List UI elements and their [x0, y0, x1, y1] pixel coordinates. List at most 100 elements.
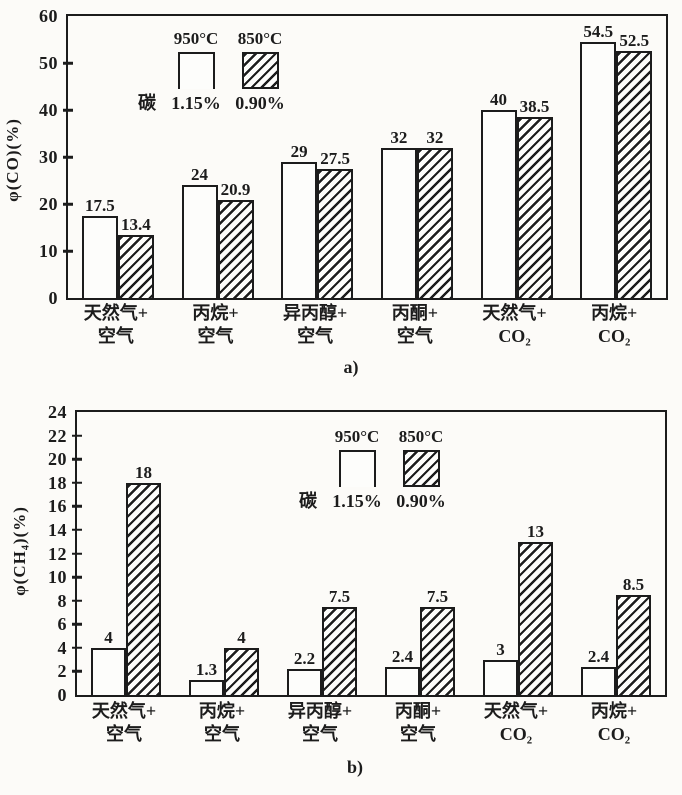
y-tick-mark: [72, 623, 82, 626]
bar-950°C: 40: [480, 16, 517, 298]
y-tick-label: 14: [48, 519, 67, 540]
bar: [181, 185, 218, 298]
y-tick-label: 50: [39, 53, 58, 73]
bar: [117, 235, 154, 298]
y-tick-mark: [63, 249, 73, 253]
bar-value-label: 32: [426, 127, 444, 147]
bar-850°C: 13: [518, 412, 553, 695]
y-tick-mark: [72, 552, 82, 555]
bar-value-label: 32: [390, 127, 408, 147]
x-category-line: 空气: [97, 326, 134, 347]
panel-caption-b: b): [346, 757, 363, 777]
x-category-line: CO₂: [597, 326, 631, 347]
x-category-line: 异丙醇+: [283, 303, 348, 323]
y-tick-mark: [63, 61, 73, 65]
bar-950°C: 24: [181, 16, 218, 298]
x-category-label: 异丙醇+ 空气: [271, 700, 369, 747]
bar: [480, 110, 517, 298]
legend-carbon-prefix: 碳: [138, 93, 156, 113]
bar-950°C: 1.3: [189, 412, 224, 695]
x-category-line: 空气: [204, 724, 240, 745]
legend-carbon-value: 1.15%: [171, 93, 221, 113]
bar-850°C: 18: [126, 412, 161, 695]
y-tick-mark: [72, 457, 82, 461]
bar-value-label: 8.5: [622, 574, 645, 594]
legend: 950°C 850°C 碳 1.15% 0.90%: [130, 30, 292, 112]
bar: [380, 147, 417, 298]
x-category-label: 丙烷+ 空气: [173, 700, 271, 747]
bar-950°C: 2.2: [287, 412, 322, 695]
plot-area: 0 10 20 30 40 50 60 17.5 13.4 24 20.9 29 27.5 32 32 40 3…: [39, 7, 668, 307]
x-category-line: 丙烷+: [590, 701, 638, 721]
bar-950°C: 17.5: [81, 16, 118, 298]
bar-value-label: 38.5: [519, 97, 550, 117]
y-tick-mark: [72, 528, 82, 532]
y-tick-label: 0: [57, 685, 67, 705]
x-category-label: 丙烷+ 空气: [166, 302, 266, 349]
bar-950°C: 4: [91, 412, 126, 695]
bar-value-label: 24: [191, 165, 208, 185]
y-tick-mark: [72, 505, 82, 508]
bar-group: 4 18: [77, 412, 175, 695]
bar-value-label: 2.4: [391, 646, 414, 666]
legend-temp-label: 950°C: [173, 29, 219, 48]
y-tick-mark: [72, 670, 82, 673]
bar-950°C: 2.4: [581, 412, 616, 695]
bar-value-label: 29: [290, 141, 308, 161]
bar-value-label: 2.2: [293, 649, 316, 669]
bar-group: 2.4 8.5: [567, 412, 665, 695]
plot-area: 0 2 4 6 8 10 12 14 16 18 20 22 24 4 18 1.3 4 2.2 7.5 2.4 7.5…: [48, 403, 667, 704]
panel-caption-a: a): [343, 357, 359, 377]
legend-swatch-850: [241, 52, 279, 89]
bar: [581, 666, 616, 695]
bar: [322, 606, 357, 695]
bar-group: 54.5 52.5: [566, 16, 666, 298]
legend-temp-label: 850°C: [398, 427, 444, 446]
bar-value-label: 18: [135, 462, 152, 482]
y-tick-mark: [72, 646, 82, 650]
y-tick-mark: [63, 108, 73, 112]
x-category-line: CO₂: [597, 724, 631, 745]
y-tick-label: 10: [39, 241, 58, 261]
bar-value-label: 3: [496, 639, 505, 659]
y-tick-mark: [63, 155, 73, 159]
bar-value-label: 7.5: [328, 586, 351, 606]
y-tick-label: 0: [48, 288, 58, 308]
legend-carbon-value: 1.15%: [332, 491, 382, 511]
bar: [385, 666, 420, 695]
y-tick-label: 22: [48, 425, 67, 446]
bar-950°C: 32: [380, 16, 417, 298]
bar-value-label: 52.5: [619, 31, 650, 51]
legend-carbon-value: 0.90%: [396, 491, 446, 511]
legend-temp-label: 950°C: [334, 427, 380, 446]
x-category-label: 天然气+ CO₂: [467, 700, 565, 747]
x-category-line: 空气: [106, 724, 142, 745]
x-category-line: 天然气+: [91, 701, 157, 721]
bar-group: 32 32: [367, 16, 467, 298]
bar-850°C: 7.5: [420, 412, 455, 695]
bar: [420, 606, 455, 695]
x-category-label: 丙烷+ CO₂: [565, 700, 663, 747]
legend-temp-label: 850°C: [237, 29, 283, 48]
y-tick-label: 20: [48, 449, 67, 470]
bar: [416, 147, 453, 298]
x-category-line: 丙烷+: [198, 701, 246, 721]
bar-group: 24 20.9: [168, 16, 268, 298]
bar-group: 3 13: [469, 412, 567, 695]
bar: [317, 168, 354, 298]
x-category-line: 空气: [197, 326, 234, 347]
bar-850°C: 7.5: [322, 412, 357, 695]
y-tick-label: 30: [39, 147, 58, 167]
bar-value-label: 40: [490, 90, 508, 109]
bar-850°C: 13.4: [117, 16, 154, 298]
x-category-line: 空气: [297, 326, 334, 347]
y-tick-label: 18: [48, 472, 67, 493]
x-category-line: 异丙醇+: [287, 701, 353, 721]
x-category-line: CO₂: [498, 326, 531, 347]
x-axis-labels: 天然气+ 空气 丙烷+ 空气 异丙醇+ 空气 丙酮+ 空气 天然气+ CO₂ 丙烷+ CO₂: [66, 302, 664, 349]
bar-group: 29 27.5: [267, 16, 367, 298]
y-tick-mark: [63, 202, 73, 206]
x-category-label: 丙烷+ CO₂: [564, 302, 664, 349]
